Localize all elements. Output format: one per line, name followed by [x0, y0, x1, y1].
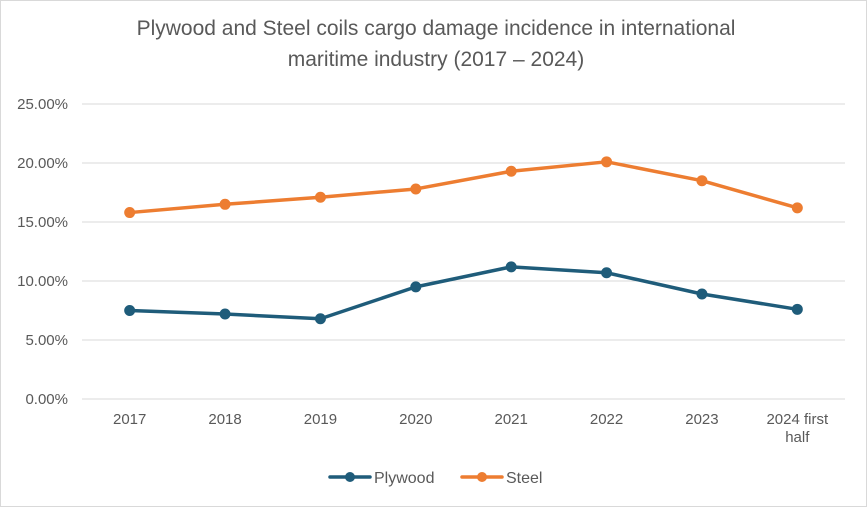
- x-tick-label-line: 2020: [399, 411, 432, 428]
- data-point-plywood: [219, 308, 231, 320]
- y-tick-label: 10.00%: [17, 273, 68, 290]
- legend-label: Steel: [506, 470, 542, 487]
- y-tick-label: 25.00%: [17, 96, 68, 113]
- y-tick-label: 0.00%: [25, 391, 68, 408]
- legend-label: Plywood: [374, 470, 434, 487]
- x-tick-label: 2020: [399, 411, 432, 428]
- data-point-steel: [410, 183, 422, 195]
- data-point-steel: [124, 207, 136, 219]
- data-point-plywood: [696, 288, 708, 300]
- legend-item-plywood: Plywood: [328, 470, 434, 487]
- x-tick-label-line: 2019: [304, 411, 337, 428]
- chart-title-line-1: Plywood and Steel coils cargo damage inc…: [136, 17, 736, 40]
- x-tick-label: 2022: [590, 411, 623, 428]
- data-point-plywood: [124, 305, 136, 316]
- chart-title-line-2: maritime industry (2017 – 2024): [287, 48, 585, 71]
- legend-item-steel: Steel: [460, 470, 542, 487]
- x-tick-label: 2024 first half: [766, 411, 829, 446]
- chart-title: Plywood and Steel coils cargo damage inc…: [61, 13, 811, 75]
- x-tick-label: 2023: [685, 411, 718, 428]
- y-tick-label: 20.00%: [17, 155, 68, 172]
- x-tick-label: 2019: [304, 411, 337, 428]
- x-tick-label-line: 2024 first: [766, 411, 829, 428]
- x-tick-label: 2018: [208, 411, 241, 428]
- x-tick-label: 2017: [113, 411, 146, 428]
- data-point-plywood: [410, 281, 422, 293]
- x-tick-label-line: 2018: [208, 411, 241, 428]
- series-line-steel: [127, 160, 800, 215]
- x-tick-label-line: 2022: [590, 411, 623, 428]
- data-point-plywood: [314, 313, 326, 325]
- data-point-steel: [791, 202, 803, 214]
- y-tick-label: 5.00%: [25, 332, 68, 349]
- x-tick-label-line: half: [785, 429, 810, 446]
- legend-swatch-marker: [345, 472, 355, 482]
- data-point-plywood: [791, 303, 803, 315]
- series-line-plywood: [127, 265, 800, 321]
- data-point-plywood: [505, 261, 517, 273]
- data-point-steel: [314, 191, 326, 203]
- data-point-steel: [219, 198, 231, 210]
- x-tick-label: 2021: [495, 411, 528, 428]
- legend-swatch-marker: [477, 472, 487, 482]
- data-point-steel: [601, 156, 613, 168]
- data-point-plywood: [601, 267, 613, 279]
- y-tick-label: 15.00%: [17, 214, 68, 231]
- x-tick-label-line: 2021: [495, 411, 528, 428]
- x-tick-label-line: 2023: [685, 411, 718, 428]
- data-point-steel: [696, 175, 708, 187]
- x-tick-label-line: 2017: [113, 411, 146, 428]
- data-point-steel: [505, 165, 517, 177]
